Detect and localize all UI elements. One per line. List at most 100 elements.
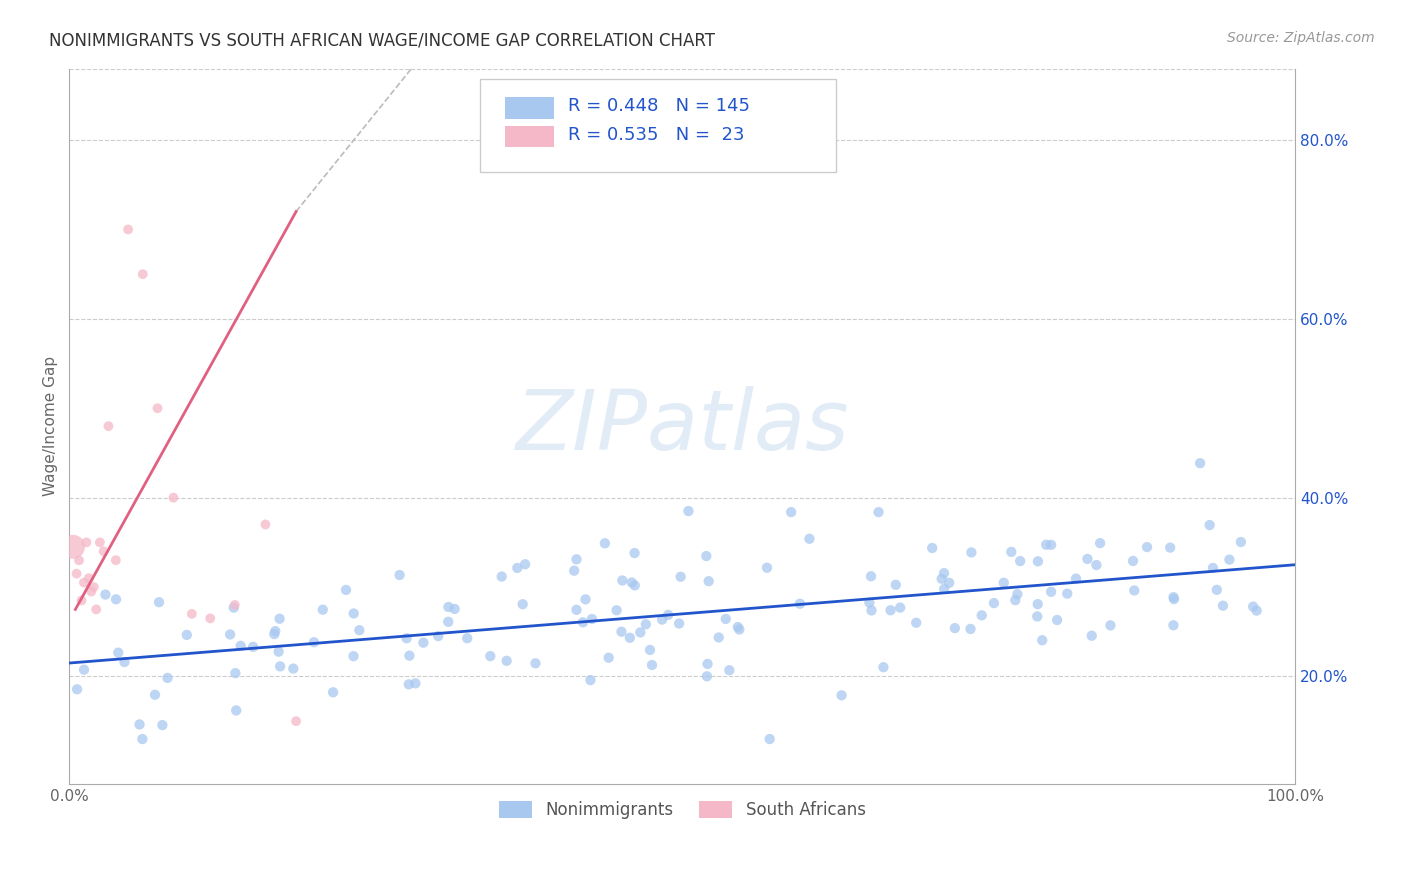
Point	[1076, 552, 1098, 566]
Point	[889, 600, 911, 615]
Point	[84, 602, 107, 616]
Point	[697, 574, 720, 589]
Point	[565, 552, 588, 566]
Point	[269, 659, 291, 673]
Point	[669, 570, 692, 584]
Point	[696, 657, 718, 671]
Point	[943, 621, 966, 635]
Point	[512, 597, 534, 611]
Point	[404, 676, 426, 690]
Point	[1099, 618, 1122, 632]
Point	[388, 568, 411, 582]
Point	[180, 607, 202, 621]
Point	[117, 222, 139, 236]
Point	[638, 643, 661, 657]
Point	[269, 612, 291, 626]
Point	[860, 603, 883, 617]
Point	[343, 607, 366, 621]
Point	[1163, 590, 1185, 604]
Point	[938, 575, 960, 590]
Point	[263, 627, 285, 641]
Point	[789, 597, 811, 611]
Point	[128, 717, 150, 731]
Point	[993, 575, 1015, 590]
Point	[619, 631, 641, 645]
Point	[1088, 536, 1111, 550]
Point	[718, 663, 741, 677]
Point	[322, 685, 344, 699]
Y-axis label: Wage/Income Gap: Wage/Income Gap	[44, 356, 58, 496]
Point	[931, 572, 953, 586]
Point	[756, 560, 779, 574]
Point	[960, 545, 983, 559]
Point	[131, 732, 153, 747]
Point	[1163, 592, 1185, 607]
Point	[579, 673, 602, 687]
Point	[860, 569, 883, 583]
Text: ZIPatlas: ZIPatlas	[516, 385, 849, 467]
Point	[728, 623, 751, 637]
Point	[610, 624, 633, 639]
Point	[148, 595, 170, 609]
Point	[114, 655, 136, 669]
Point	[1230, 535, 1253, 549]
Point	[176, 628, 198, 642]
Point	[67, 553, 90, 567]
Point	[623, 546, 645, 560]
Point	[868, 505, 890, 519]
Point	[879, 603, 901, 617]
Point	[73, 663, 96, 677]
Point	[156, 671, 179, 685]
Point	[905, 615, 928, 630]
Point	[1122, 554, 1144, 568]
Point	[932, 566, 955, 581]
Point	[132, 267, 155, 281]
Point	[678, 504, 700, 518]
Point	[1040, 538, 1063, 552]
Point	[1163, 618, 1185, 632]
Point	[1026, 597, 1049, 611]
Point	[83, 580, 105, 594]
Point	[70, 593, 93, 607]
Point	[104, 553, 127, 567]
Point	[267, 645, 290, 659]
Point	[598, 650, 620, 665]
Point	[222, 600, 245, 615]
Point	[696, 669, 718, 683]
Point	[1241, 599, 1264, 614]
Text: Source: ZipAtlas.com: Source: ZipAtlas.com	[1227, 31, 1375, 45]
Point	[1189, 456, 1212, 470]
Point	[1246, 604, 1268, 618]
Point	[1000, 545, 1022, 559]
Point	[1085, 558, 1108, 572]
Point	[150, 718, 173, 732]
Point	[628, 625, 651, 640]
Point	[398, 648, 420, 663]
Point	[707, 631, 730, 645]
Text: NONIMMIGRANTS VS SOUTH AFRICAN WAGE/INCOME GAP CORRELATION CHART: NONIMMIGRANTS VS SOUTH AFRICAN WAGE/INCO…	[49, 31, 716, 49]
Point	[395, 632, 418, 646]
Point	[562, 564, 585, 578]
Point	[758, 732, 780, 747]
Point	[224, 598, 246, 612]
Point	[970, 608, 993, 623]
Point	[831, 689, 853, 703]
Point	[495, 654, 517, 668]
Point	[780, 505, 803, 519]
Point	[858, 596, 880, 610]
Point	[264, 624, 287, 639]
Point	[342, 649, 364, 664]
Point	[695, 549, 717, 563]
FancyBboxPatch shape	[505, 97, 554, 119]
Point	[479, 649, 502, 664]
Point	[1064, 572, 1087, 586]
Point	[94, 588, 117, 602]
Point	[66, 682, 89, 697]
Point	[612, 574, 634, 588]
Point	[959, 622, 981, 636]
Point	[1202, 561, 1225, 575]
Point	[1159, 541, 1181, 555]
Point	[200, 611, 222, 625]
Point	[1212, 599, 1234, 613]
Point	[983, 596, 1005, 610]
